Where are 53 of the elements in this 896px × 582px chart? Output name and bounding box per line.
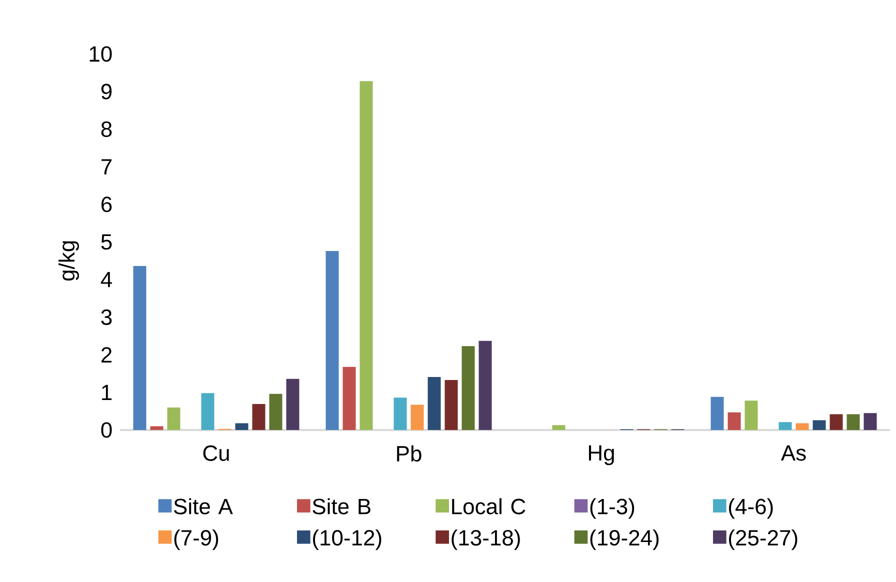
bar — [462, 346, 475, 430]
x-tick-label: Pb — [397, 445, 422, 462]
bar — [728, 412, 741, 430]
y-tick-label: 6 — [101, 196, 112, 212]
x-tick-label: Hg — [588, 445, 614, 466]
legend-label: (25-27) — [729, 529, 798, 550]
y-tick-label: 2 — [101, 347, 112, 362]
legend-label: (7-9) — [174, 529, 218, 550]
bar — [478, 340, 492, 430]
bar — [360, 81, 373, 430]
bar — [796, 423, 809, 430]
bar — [133, 266, 146, 430]
y-axis-title: g/kg — [58, 241, 79, 281]
bar — [410, 404, 424, 430]
y-tick-label: 9 — [101, 84, 112, 100]
bar — [830, 414, 843, 430]
bar — [342, 366, 356, 430]
legend-label: Local C — [452, 498, 526, 514]
y-tick-label: 4 — [100, 272, 112, 288]
bar — [778, 422, 792, 430]
bar — [428, 376, 441, 430]
legend-label: (19-24) — [590, 529, 659, 550]
y-tick-label: 5 — [101, 234, 112, 250]
y-tick-label: 8 — [101, 121, 112, 137]
bar — [167, 407, 180, 430]
y-tick-label: 7 — [102, 159, 112, 174]
legend-label: Site A — [174, 498, 233, 514]
legend-label: (1-3) — [590, 498, 634, 519]
legend-label: (13-18) — [452, 529, 520, 550]
legend-label: (10-12) — [313, 529, 382, 550]
x-tick-label: Cu — [203, 445, 229, 461]
bar — [269, 394, 282, 430]
legend-label: (4-6) — [729, 498, 773, 519]
y-tick-label: 10 — [90, 46, 112, 62]
bar — [864, 413, 877, 430]
bar — [252, 404, 266, 430]
bar — [326, 251, 339, 430]
y-tick-label: 0 — [101, 422, 112, 438]
x-tick-label: As — [780, 445, 806, 461]
y-tick-label: 1 — [102, 384, 112, 400]
bar — [812, 420, 826, 430]
bar — [150, 426, 164, 430]
bar — [710, 396, 724, 430]
bar — [201, 393, 214, 430]
bar — [394, 398, 407, 430]
bar — [744, 400, 758, 430]
bar — [552, 425, 566, 430]
bar — [235, 423, 248, 430]
bar — [444, 380, 458, 430]
y-tick-label: 3 — [101, 309, 112, 325]
bar — [286, 378, 300, 430]
bar — [846, 414, 860, 430]
legend-label: Site B — [312, 498, 370, 514]
